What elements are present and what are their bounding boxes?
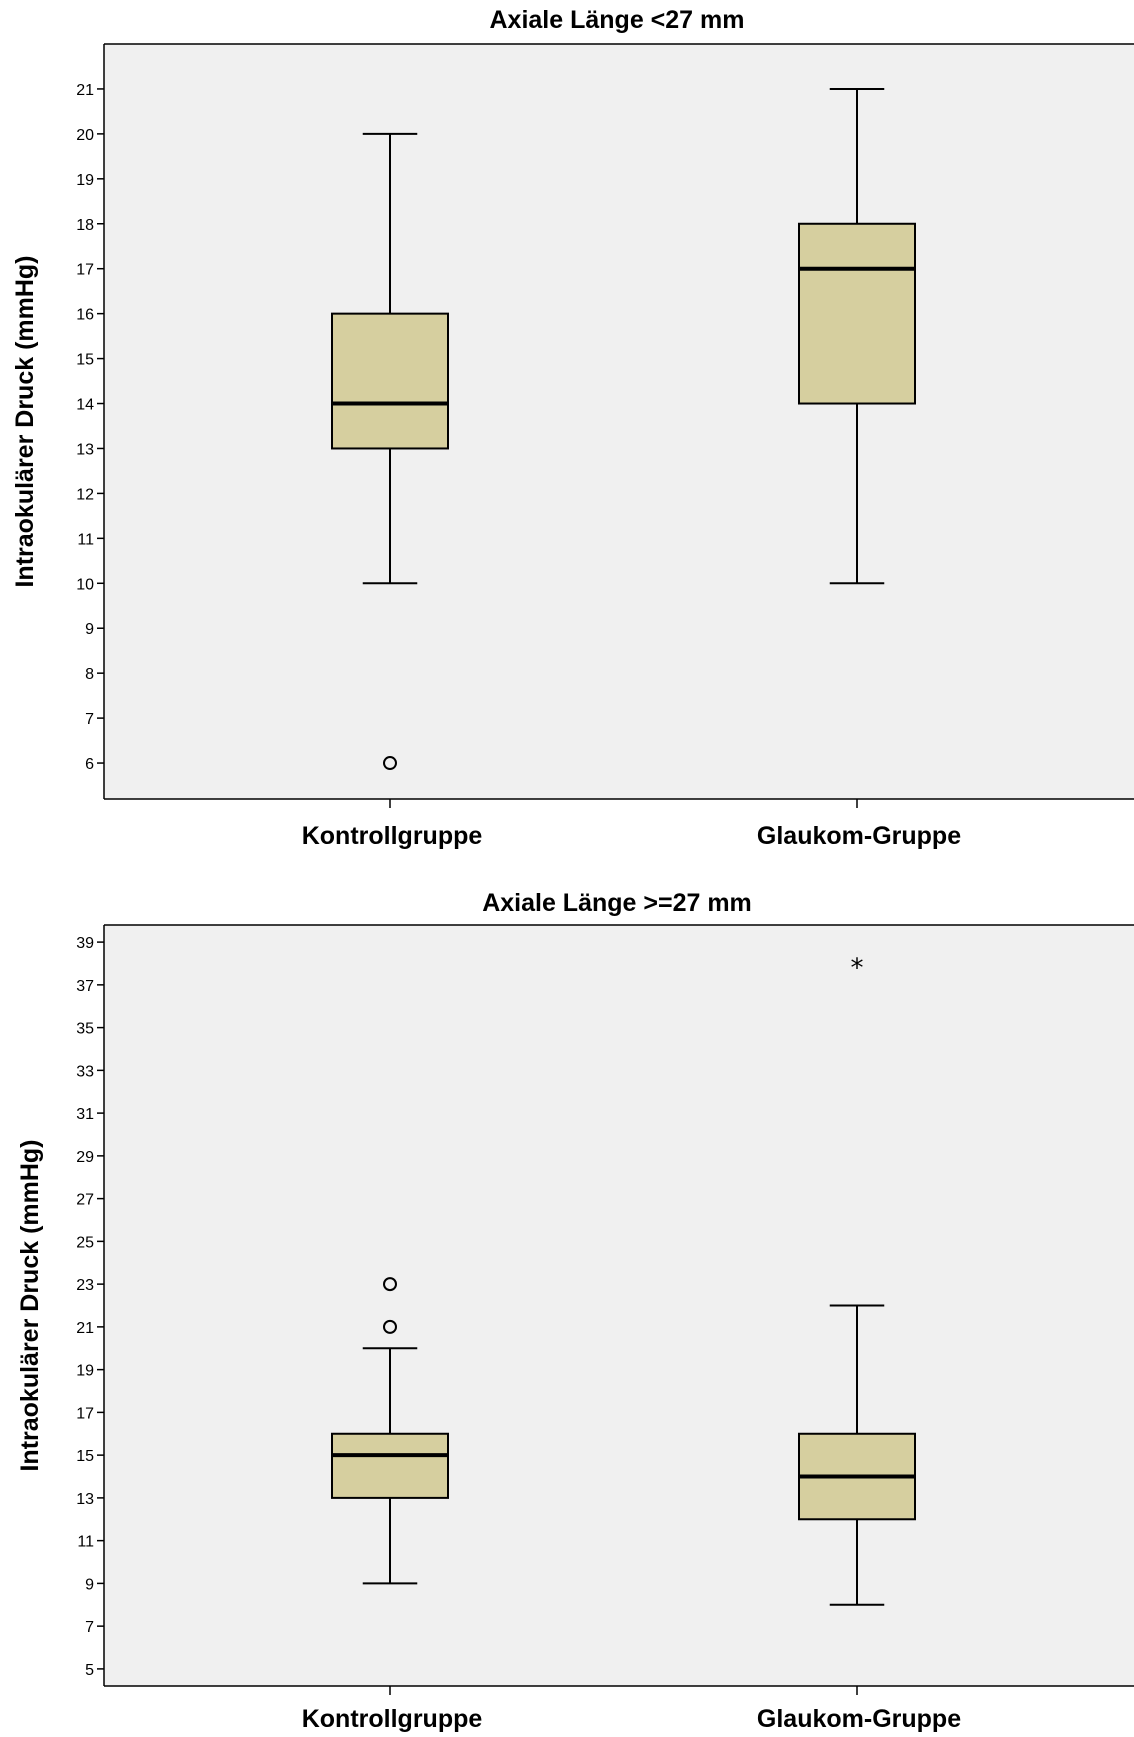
box-iqr [798, 222, 916, 405]
y-tick-label: 35 [76, 1021, 94, 1038]
outlier-point [383, 1319, 397, 1334]
y-tick-label: 29 [76, 1149, 94, 1166]
y-tick-label: 19 [76, 172, 94, 189]
y-tick-label: 15 [76, 352, 94, 369]
y-tick-label: 8 [85, 666, 94, 683]
y-tick-label: 7 [85, 711, 94, 728]
x-category-label: Glaukom-Gruppe [757, 822, 961, 850]
y-tick-label: 15 [76, 1448, 94, 1465]
y-tick-label: 9 [85, 621, 94, 638]
y-tick-label: 9 [85, 1576, 94, 1593]
box-iqr [331, 312, 449, 450]
y-tick-label: 23 [76, 1277, 94, 1294]
y-tick-label: 37 [76, 978, 94, 995]
y-tick-label: 14 [76, 397, 94, 414]
y-tick-label: 33 [76, 1063, 94, 1080]
y-tick-label: 5 [85, 1662, 94, 1679]
chart-title: Axiale Länge >=27 mm [482, 889, 752, 917]
y-tick-label: 39 [76, 935, 94, 952]
y-tick-label: 11 [77, 1534, 94, 1551]
outlier-point [383, 756, 397, 771]
y-tick-label: 21 [76, 1320, 94, 1337]
y-axis-label: Intraokulärer Druck (mmHg) [11, 255, 39, 587]
y-tick-label: 17 [76, 1405, 94, 1422]
extreme-point: * [851, 953, 864, 983]
x-category-label: Kontrollgruppe [302, 1705, 483, 1733]
y-tick-label: 12 [76, 486, 94, 503]
y-tick-label: 31 [76, 1106, 94, 1123]
y-tick-label: 20 [76, 127, 94, 144]
y-axis-label: Intraokulärer Druck (mmHg) [16, 1139, 44, 1471]
x-category-label: Glaukom-Gruppe [757, 1705, 961, 1733]
x-category-label: Kontrollgruppe [302, 822, 483, 850]
outlier-point [383, 1277, 397, 1292]
y-tick-label: 10 [76, 576, 94, 593]
y-tick-label: 27 [76, 1192, 94, 1209]
y-tick-label: 7 [85, 1619, 94, 1636]
chart-title: Axiale Länge <27 mm [490, 6, 745, 34]
y-tick-label: 13 [76, 441, 94, 458]
y-tick-label: 19 [76, 1363, 94, 1380]
y-tick-label: 21 [76, 82, 94, 99]
y-tick-label: 17 [76, 262, 94, 279]
chart-panel-2: Axiale Länge >=27 mm Intraokulärer Druck … [16, 889, 1134, 1733]
y-tick-label: 16 [76, 307, 94, 324]
chart-panel-1: Axiale Länge <27 mm Intraokulärer Druck (… [11, 6, 1134, 850]
y-tick-label: 13 [76, 1491, 94, 1508]
plot-area [104, 44, 1134, 799]
y-tick-label: 6 [85, 756, 94, 773]
plot-area [104, 925, 1134, 1686]
y-tick-label: 25 [76, 1234, 94, 1251]
y-tick-label: 11 [77, 531, 94, 548]
y-tick-label: 18 [76, 217, 94, 234]
box-iqr [331, 1432, 449, 1499]
